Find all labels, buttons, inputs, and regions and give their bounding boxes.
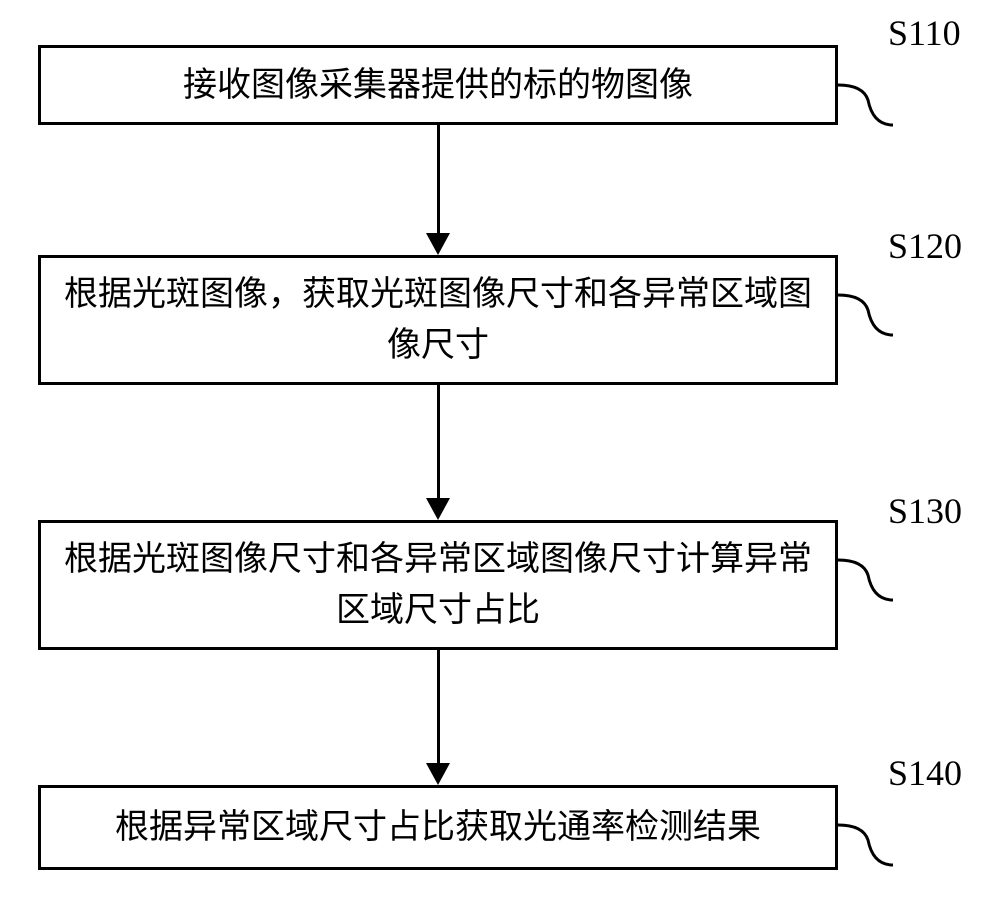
label-connector [838, 520, 898, 605]
label-connector [838, 255, 898, 340]
flow-step-text: 根据异常区域尺寸占比获取光通率检测结果 [115, 802, 761, 853]
label-connector [838, 785, 898, 870]
step-label: S140 [888, 752, 962, 794]
flow-step-box: 根据光斑图像尺寸和各异常区域图像尺寸计算异常区域尺寸占比 [38, 520, 838, 650]
flow-arrow-head [426, 763, 450, 785]
flow-step-box: 根据异常区域尺寸占比获取光通率检测结果 [38, 785, 838, 870]
flow-step-text: 接收图像采集器提供的标的物图像 [183, 60, 693, 111]
flow-arrow-line [437, 650, 440, 765]
label-connector [838, 45, 898, 130]
flow-step-box: 接收图像采集器提供的标的物图像 [38, 45, 838, 125]
flow-step-text: 根据光斑图像尺寸和各异常区域图像尺寸计算异常区域尺寸占比 [61, 534, 815, 636]
flow-arrow-line [437, 385, 440, 500]
flow-step-box: 根据光斑图像，获取光斑图像尺寸和各异常区域图像尺寸 [38, 255, 838, 385]
flow-arrow-head [426, 498, 450, 520]
flow-step-text: 根据光斑图像，获取光斑图像尺寸和各异常区域图像尺寸 [61, 269, 815, 371]
flow-arrow-head [426, 233, 450, 255]
step-label: S120 [888, 225, 962, 267]
step-label: S110 [888, 12, 961, 54]
step-label: S130 [888, 490, 962, 532]
flow-arrow-line [437, 125, 440, 235]
